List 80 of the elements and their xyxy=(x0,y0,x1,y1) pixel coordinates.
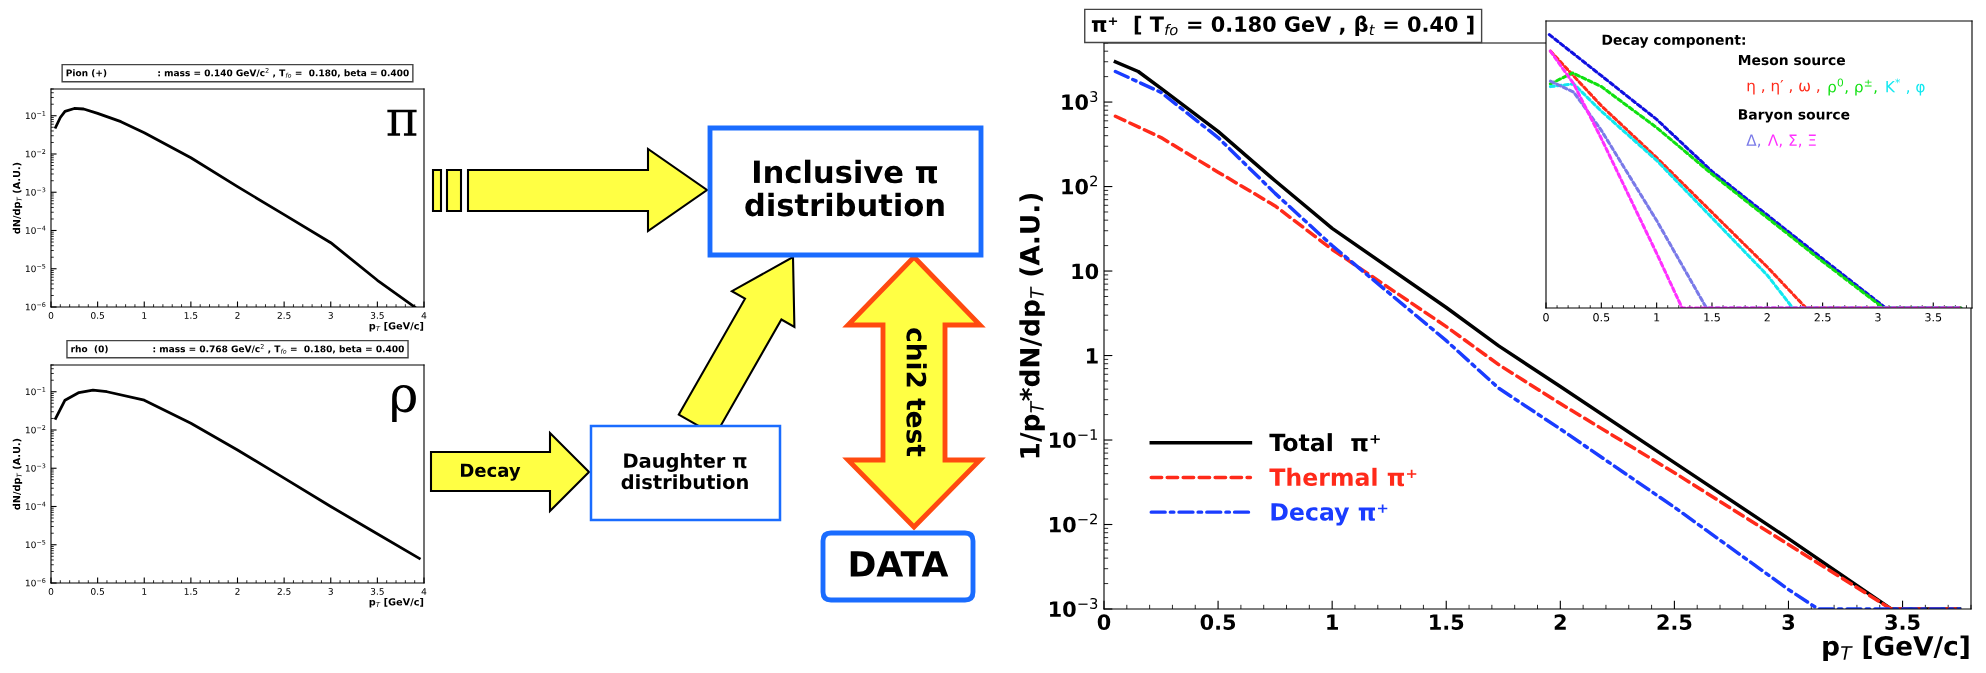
text: Δ, xyxy=(1746,134,1761,148)
chart-title: Pion (+) : mass = 0.140 GeV/c$^{2}$ , T$_{fo}$ = 0.180, beta = 0.400 xyxy=(66,68,409,78)
x-axis-title: p$_{T}$ [GeV/c] xyxy=(369,597,424,608)
y-tick-label: 10$^{2}$ xyxy=(1062,175,1097,195)
text: Decay xyxy=(460,463,521,481)
x-tick-label: 3 xyxy=(328,312,333,319)
x-tick-label: 1.5 xyxy=(1704,313,1720,322)
x-tick-label: 1.5 xyxy=(1430,614,1464,630)
text: chi2 test xyxy=(906,328,927,457)
x-tick-label: 2.5 xyxy=(277,312,291,319)
x-tick-label: 2 xyxy=(1554,614,1566,630)
text: K$^{*}$ , φ xyxy=(1886,78,1925,96)
y-tick-label: 10$^{−1}$ xyxy=(25,387,46,396)
text: Inclusive π distribution xyxy=(745,159,944,217)
x-tick-label: 2 xyxy=(235,312,240,319)
y-tick-label: 10$^{−4}$ xyxy=(25,501,46,510)
x-tick-label: 1 xyxy=(1654,313,1660,322)
x-tick-label: 3.5 xyxy=(1925,313,1942,322)
x-tick-label: 1 xyxy=(1327,614,1338,630)
y-tick-label: 10$^{−2}$ xyxy=(1050,513,1097,533)
chart-title: π⁺ [ T$_{fo}$ = 0.180 GeV , β$_{t}$ = 0.40 ] xyxy=(1091,15,1474,37)
annotation: π xyxy=(387,109,417,136)
y-tick-label: 10$^{−3}$ xyxy=(25,463,46,472)
x-tick-label: 3 xyxy=(1782,614,1795,630)
x-tick-label: 0.5 xyxy=(1200,614,1236,630)
text: ρ$^{0}$, ρ$^{±}$, xyxy=(1828,78,1877,96)
x-tick-label: 0 xyxy=(1543,313,1549,322)
x-axis-title: p$_{T}$ [GeV/c] xyxy=(369,321,424,332)
annotation: ρ xyxy=(392,385,416,423)
y-axis-title: dN/dp$_{T}$ (A.U.) xyxy=(12,162,23,234)
x-tick-label: 3.5 xyxy=(1885,614,1920,630)
x-tick-label: 3.5 xyxy=(370,312,384,319)
x-tick-label: 4 xyxy=(421,588,427,595)
x-tick-label: 0.5 xyxy=(1593,313,1610,322)
text: η , η′ , ω , xyxy=(1747,80,1820,95)
y-tick-label: 10$^{−5}$ xyxy=(25,264,46,273)
y-tick-label: 10$^{−1}$ xyxy=(25,111,46,120)
annotation: Baryon source xyxy=(1738,109,1850,123)
x-tick-label: 4 xyxy=(421,312,427,319)
chart-title: rho (0) : mass = 0.768 GeV/c$^{2}$ , T$_{fo}$ = 0.180, beta = 0.400 xyxy=(71,344,404,354)
x-tick-label: 0.5 xyxy=(91,588,105,595)
text: Λ, Σ, Ξ xyxy=(1767,134,1816,148)
x-axis-title: p$_{T}$ [GeV/c] xyxy=(1823,635,1969,661)
x-tick-label: 2 xyxy=(235,588,240,595)
x-tick-label: 2 xyxy=(1764,313,1770,322)
y-tick-label: 10$^{−3}$ xyxy=(1050,597,1098,618)
annotation: Decay component: xyxy=(1602,34,1745,48)
y-tick-label: 10 xyxy=(1072,263,1099,280)
x-tick-label: 2.5 xyxy=(1814,313,1831,322)
x-tick-label: 1.5 xyxy=(184,312,198,319)
x-tick-label: 3 xyxy=(1875,313,1881,322)
annotation: Meson source xyxy=(1738,54,1845,66)
x-tick-label: 0 xyxy=(48,312,54,319)
x-tick-label: 0 xyxy=(48,588,54,595)
x-tick-label: 2.5 xyxy=(1657,614,1692,630)
x-tick-label: 2.5 xyxy=(277,588,291,595)
y-tick-label: 10$^{−6}$ xyxy=(25,578,46,587)
x-tick-label: 1 xyxy=(142,588,147,595)
legend-label: Decay π⁺ xyxy=(1271,503,1388,526)
y-axis-title: dN/dp$_{T}$ (A.U.) xyxy=(12,438,23,510)
y-tick-label: 1 xyxy=(1086,348,1098,364)
y-tick-label: 10$^{−6}$ xyxy=(25,302,46,311)
text: Daughter π distribution xyxy=(621,453,748,490)
x-tick-label: 1.5 xyxy=(184,588,198,595)
legend-label: Thermal π⁺ xyxy=(1269,467,1417,487)
y-tick-label: 10$^{−5}$ xyxy=(25,540,46,549)
y-tick-label: 10$^{−2}$ xyxy=(25,425,46,434)
y-tick-label: 10$^{−4}$ xyxy=(25,225,46,234)
x-tick-label: 1 xyxy=(142,312,147,319)
y-tick-label: 10$^{−2}$ xyxy=(25,149,46,158)
x-tick-label: 3 xyxy=(328,588,333,595)
text: DATA xyxy=(850,551,949,577)
y-tick-label: 10$^{3}$ xyxy=(1062,91,1098,111)
y-tick-label: 10$^{−3}$ xyxy=(25,187,46,196)
x-tick-label: 0 xyxy=(1097,614,1111,630)
legend-label: Total π⁺ xyxy=(1269,433,1380,452)
y-axis-title: 1/p$_{T}$*dN/dp$_{T}$ (A.U.) xyxy=(1019,193,1045,458)
x-tick-label: 0.5 xyxy=(91,312,105,319)
x-tick-label: 3.5 xyxy=(370,588,384,595)
y-tick-label: 10$^{−1}$ xyxy=(1050,429,1098,449)
